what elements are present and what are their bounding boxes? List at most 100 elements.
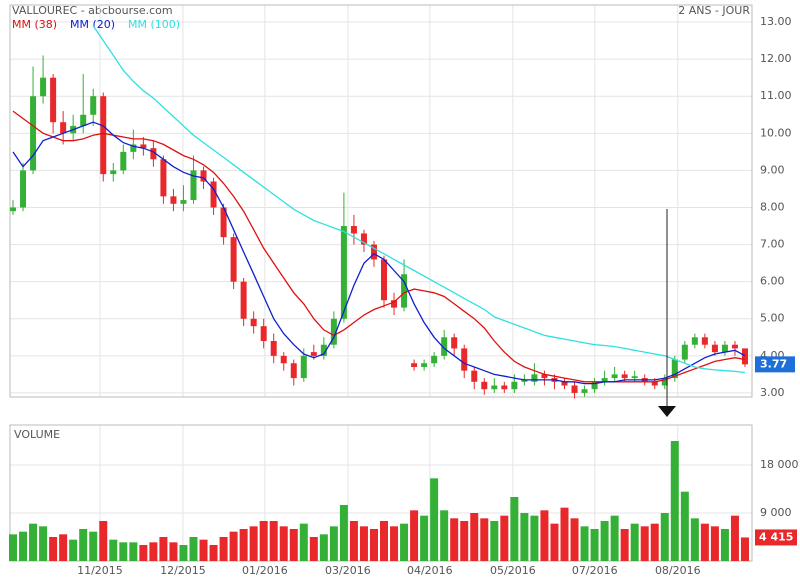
y-tick-label: 13.00 bbox=[760, 15, 792, 28]
volume-bar bbox=[299, 523, 308, 561]
candle-body bbox=[260, 326, 267, 341]
volume-bar bbox=[610, 515, 619, 561]
candle-body bbox=[631, 376, 638, 379]
candle-body bbox=[421, 363, 428, 367]
candle-body bbox=[360, 233, 367, 245]
price-frame bbox=[9, 4, 753, 398]
volume-bar bbox=[339, 505, 348, 561]
candle-body bbox=[741, 348, 748, 365]
candle-body bbox=[391, 300, 398, 308]
candle-body bbox=[160, 159, 167, 197]
y-tick-label: 7.00 bbox=[760, 238, 785, 251]
volume-bar bbox=[219, 537, 228, 561]
volume-bar bbox=[520, 513, 529, 561]
volume-bar bbox=[580, 526, 589, 561]
volume-bar bbox=[79, 529, 88, 561]
candle-body bbox=[521, 379, 528, 382]
candle-body bbox=[270, 341, 277, 356]
volume-bar bbox=[640, 526, 649, 561]
volume-bar bbox=[660, 513, 669, 561]
candle-body bbox=[451, 337, 458, 349]
volume-bar bbox=[189, 537, 198, 561]
candle-body bbox=[661, 378, 668, 386]
y-tick-label: 3.00 bbox=[760, 386, 785, 399]
volume-bar bbox=[560, 507, 569, 561]
x-tick-label: 12/2015 bbox=[160, 564, 206, 577]
volume-bar bbox=[259, 521, 268, 561]
volume-bar bbox=[550, 523, 559, 561]
volume-bar bbox=[570, 518, 579, 561]
candle-body bbox=[250, 318, 257, 327]
volume-bar bbox=[510, 497, 519, 561]
volume-bar bbox=[460, 521, 469, 561]
candle-body bbox=[210, 181, 217, 208]
volume-bar bbox=[620, 529, 629, 561]
candle-body bbox=[190, 170, 197, 201]
y-tick-label: 11.00 bbox=[760, 89, 792, 102]
x-tick-label: 04/2016 bbox=[407, 564, 453, 577]
candle-body bbox=[180, 200, 187, 204]
candle-body bbox=[300, 355, 307, 379]
volume-bar bbox=[229, 531, 238, 561]
candle-body bbox=[30, 96, 37, 171]
candle-body bbox=[230, 237, 237, 282]
candle-body bbox=[100, 96, 107, 175]
candle-body bbox=[471, 370, 478, 382]
candle-body bbox=[320, 344, 327, 356]
volume-bar bbox=[169, 542, 178, 561]
candle-body bbox=[511, 381, 518, 390]
y-tick-label: 18 000 bbox=[760, 458, 799, 471]
volume-bar bbox=[650, 523, 659, 561]
candle-body bbox=[691, 337, 698, 345]
candle-body bbox=[571, 385, 578, 393]
volume-bar bbox=[690, 518, 699, 561]
volume-bar bbox=[420, 515, 429, 561]
volume-bar bbox=[19, 531, 28, 561]
y-tick-label: 5.00 bbox=[760, 312, 785, 325]
candle-body bbox=[591, 381, 598, 390]
x-tick-label: 01/2016 bbox=[242, 564, 288, 577]
volume-bar bbox=[369, 529, 378, 561]
candle-body bbox=[220, 207, 227, 238]
candle-body bbox=[381, 259, 388, 301]
legend-label: MM (100) bbox=[128, 18, 180, 31]
candle-body bbox=[401, 274, 408, 308]
volume-bar bbox=[390, 526, 399, 561]
volume-bar bbox=[670, 441, 679, 561]
candle-body bbox=[130, 144, 137, 152]
candle-body bbox=[581, 389, 588, 393]
candle-body bbox=[671, 359, 678, 379]
last-volume-label: 4 415 bbox=[759, 530, 793, 543]
volume-bar bbox=[710, 526, 719, 561]
volume-bar bbox=[119, 542, 128, 561]
candle-body bbox=[431, 355, 438, 364]
candle-body bbox=[120, 151, 127, 171]
candle-body bbox=[290, 363, 297, 379]
volume-bar bbox=[319, 534, 328, 561]
volume-bar bbox=[500, 515, 509, 561]
x-tick-label: 03/2016 bbox=[325, 564, 371, 577]
candle-body bbox=[481, 381, 488, 390]
candle-body bbox=[350, 226, 357, 234]
candle-body bbox=[90, 96, 97, 115]
candle-body bbox=[611, 374, 618, 379]
y-tick-label: 10.00 bbox=[760, 126, 792, 139]
volume-bar bbox=[289, 529, 298, 561]
volume-title: VOLUME bbox=[14, 428, 60, 441]
candle-body bbox=[50, 77, 57, 123]
candle-body bbox=[681, 344, 688, 360]
volume-bar bbox=[740, 537, 749, 561]
moving-average-line bbox=[12, 121, 746, 385]
candle-body bbox=[280, 355, 287, 364]
last-price-box bbox=[755, 356, 795, 373]
volume-bar bbox=[9, 534, 18, 561]
volume-bar bbox=[490, 521, 499, 561]
candle-body bbox=[711, 344, 718, 353]
volume-bar bbox=[39, 526, 48, 561]
volume-bar bbox=[69, 539, 78, 561]
chart-subtitle: 2 ANS - JOUR bbox=[678, 4, 750, 17]
volume-bar bbox=[349, 521, 358, 561]
candle-body bbox=[731, 344, 738, 349]
candle-body bbox=[310, 352, 317, 356]
